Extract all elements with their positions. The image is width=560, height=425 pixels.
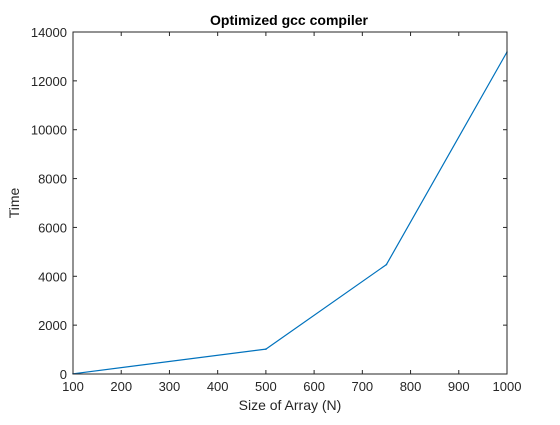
y-axis-label: Time [6,187,22,218]
x-tick-label: 200 [110,379,132,394]
y-axis-ticks: 0 2000 4000 6000 8000 10000 12000 14000 [31,25,507,382]
x-axis-ticks: 100 200 300 400 500 600 700 800 900 1000 [62,32,521,394]
x-tick-label: 700 [351,379,373,394]
y-tick-label: 4000 [38,269,67,284]
y-tick-label: 14000 [31,25,67,40]
y-tick-label: 12000 [31,74,67,89]
x-tick-label: 300 [159,379,181,394]
x-tick-label: 500 [255,379,277,394]
y-tick-label: 0 [60,367,67,382]
y-tick-label: 6000 [38,220,67,235]
y-tick-label: 8000 [38,172,67,187]
y-tick-label: 2000 [38,318,67,333]
plot-area-frame [72,31,508,375]
x-tick-label: 900 [448,379,470,394]
series-layer [72,51,508,375]
x-tick-label: 1000 [493,379,522,394]
x-tick-label: 100 [62,379,84,394]
x-tick-label: 400 [207,379,229,394]
data-point [385,263,388,266]
chart-title: Optimized gcc compiler [210,12,368,28]
data-point [265,348,267,350]
x-axis-label: Size of Array (N) [239,397,342,413]
x-tick-label: 600 [303,379,325,394]
y-tick-label: 10000 [31,123,67,138]
series-line [72,51,508,375]
x-tick-label: 800 [400,379,422,394]
